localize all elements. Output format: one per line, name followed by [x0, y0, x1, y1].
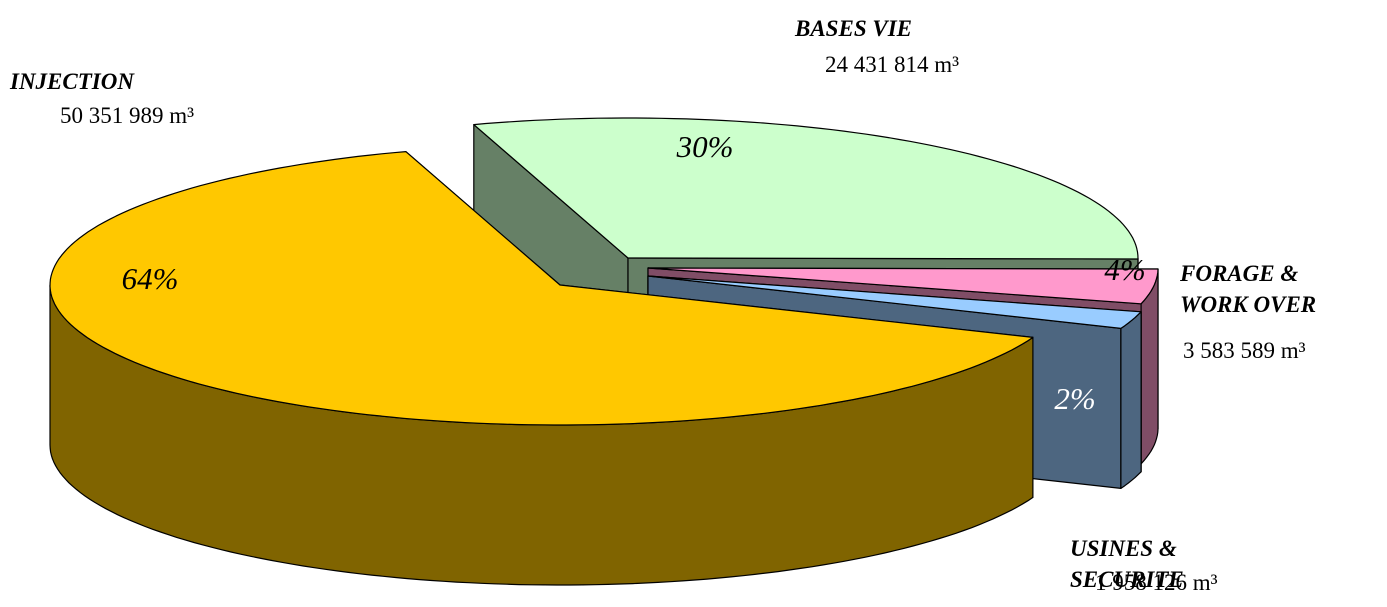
- volume-label: 1 958 126 m³: [1095, 570, 1218, 595]
- slice-top: [473, 117, 1139, 260]
- volume-label: 3 583 589 m³: [1183, 338, 1306, 363]
- category-label: FORAGE & WORK OVER: [1180, 261, 1317, 317]
- value-label: 4%: [1104, 252, 1145, 287]
- volume-label: 24 431 814 m³: [825, 52, 960, 77]
- slice-outer-wall: [1120, 311, 1142, 489]
- category-label: INJECTION: [10, 69, 134, 94]
- value-label: 30%: [676, 129, 734, 164]
- value-label: 2%: [1054, 381, 1095, 416]
- slice-top: [647, 275, 1142, 329]
- pie-slice: [49, 151, 1034, 586]
- slice-top: [49, 151, 1034, 426]
- volume-label: 50 351 989 m³: [60, 103, 195, 128]
- value-label: 64%: [122, 261, 179, 296]
- slice-top: [647, 267, 1159, 305]
- category-label: USINES & SECURITE: [1070, 536, 1184, 592]
- category-label: BASES VIE: [795, 16, 912, 41]
